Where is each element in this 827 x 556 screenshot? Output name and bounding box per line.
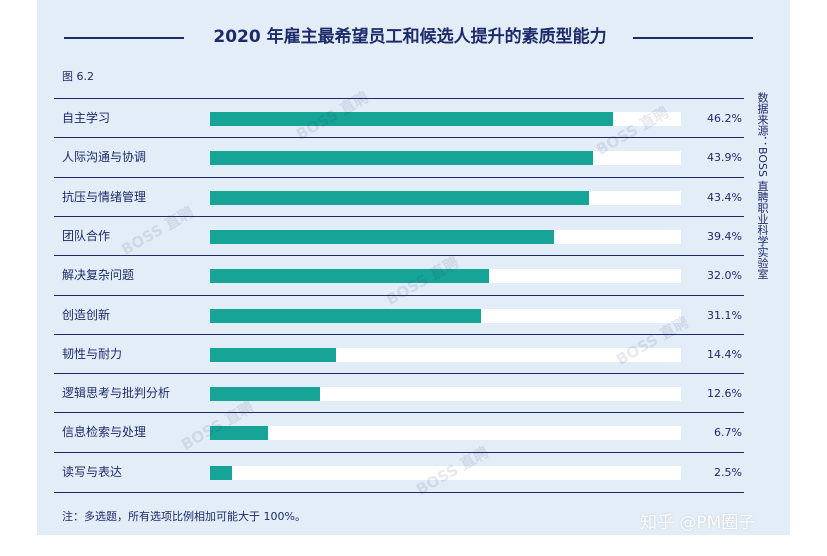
bar-chart: 自主学习 46.2% 人际沟通与协调 43.9% 抗压与情绪管理 43.4% 团队合作 39.… [37,0,790,535]
value-label: 31.1% [707,308,742,322]
bar-track [210,426,681,441]
category-label: 解决复杂问题 [62,268,135,283]
title-rule-right [633,37,753,39]
value-label: 43.4% [707,190,742,204]
bar [210,229,554,244]
chart-row: 信息检索与处理 6.7% [54,412,744,452]
chart-title: 2020 年雇主最希望员工和候选人提升的素质型能力 [213,27,607,47]
bar [210,112,613,126]
bar-track [210,190,681,205]
title-rule-left [64,37,184,39]
chart-row: 自主学习 46.2% [54,98,744,138]
category-label: 逻辑思考与批判分析 [62,386,171,401]
category-label: 创造创新 [62,307,111,322]
chart-row: 逻辑思考与批判分析 12.6% [54,373,744,413]
bar [210,151,593,166]
category-label: 韧性与耐力 [62,346,123,361]
value-label: 12.6% [707,387,742,401]
chart-row: 团队合作 39.4% [54,215,744,256]
bar [210,347,336,362]
footnote: 注：多选题，所有选项比例相加可能大于 100%。 [62,510,306,523]
category-label: 信息检索与处理 [62,425,147,440]
category-label: 读写与表达 [62,464,123,479]
value-label: 39.4% [707,229,742,243]
bar [210,465,232,480]
value-label: 14.4% [707,347,742,361]
chart-row: 解决复杂问题 32.0% [54,255,744,295]
source-text: 数据来源：BOSS 直聘职业科学实验室 [756,92,769,280]
chart-row: 创造创新 31.1% [54,294,744,335]
chart-row: 读写与表达 2.5% [54,451,744,493]
bar [210,190,589,205]
chart-row: 抗压与情绪管理 43.4% [54,176,744,217]
category-label: 团队合作 [62,228,111,243]
value-label: 2.5% [714,465,742,479]
bar [210,426,269,441]
chart-row: 人际沟通与协调 43.9% [54,137,744,177]
category-label: 抗压与情绪管理 [62,189,147,204]
bar [210,269,490,284]
value-label: 43.9% [707,151,742,165]
bar-track [210,308,681,323]
value-label: 32.0% [707,269,742,283]
chart-row: 韧性与耐力 14.4% [54,333,744,374]
bar-track [210,112,681,126]
category-label: 自主学习 [62,111,111,125]
figure-label: 图 6.2 [62,70,94,83]
bar [210,387,320,402]
site-watermark: 知乎 @PM圈子 [640,513,756,533]
bar [210,308,482,323]
bar-track [210,465,681,480]
bar-track [210,269,681,284]
bar-track [210,151,681,166]
value-label: 6.7% [714,426,742,440]
bar-track [210,229,681,244]
value-label: 46.2% [707,112,742,125]
chart-header: 2020 年雇主最希望员工和候选人提升的素质型能力 [37,0,790,72]
category-label: 人际沟通与协调 [62,150,147,165]
bar-track [210,387,681,402]
chart-panel: 2020 年雇主最希望员工和候选人提升的素质型能力 图 6.2 自主学习 46.2… [37,0,790,535]
bar-track [210,347,681,362]
